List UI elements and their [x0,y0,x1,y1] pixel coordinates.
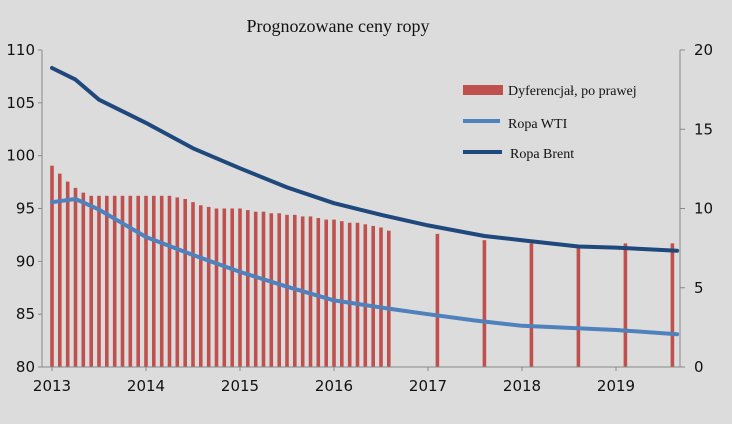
bar [214,208,219,367]
bar-series-differential [50,165,675,367]
bar [576,248,581,367]
bar [253,211,258,367]
bar [206,206,211,367]
bar [340,221,344,367]
bar [230,208,234,367]
bar [238,208,242,367]
bar [191,202,195,367]
bar [128,195,133,367]
legend-label-differential: Dyferencjał, po prawej [508,84,637,99]
line-wti [50,197,680,337]
x-tick-label: 2015 [221,377,259,395]
bar [222,208,227,367]
bar [387,230,391,367]
legend: Dyferencjał, po prawej Ropa WTI Ropa Bre… [463,84,637,162]
y-tick-label-right: 15 [694,120,713,138]
bar [355,222,360,367]
bar [159,195,164,367]
bar [50,165,54,367]
bar [120,195,125,367]
bar [167,195,172,367]
bar [136,195,140,367]
bar [347,222,352,367]
bar [183,198,187,367]
y-tick-label-right: 5 [694,279,704,297]
y-tick-label-left: 110 [6,41,35,59]
bar [144,195,148,367]
bar [435,233,440,367]
chart-title: Prognozowane ceny ropy [247,16,430,36]
bar [65,181,70,367]
bar [269,213,274,367]
bar [379,227,383,367]
y-tick-label-left: 85 [16,305,35,323]
legend-swatch-differential [463,85,503,95]
bar [97,195,101,367]
x-tick-label: 2017 [409,377,447,395]
legend-label-brent: Ropa Brent [510,147,574,162]
bar [670,243,675,367]
bar [89,195,93,367]
bar [261,211,266,367]
y-tick-label-right: 0 [694,358,704,376]
bar [246,210,250,367]
bar [324,219,328,367]
line-brent [50,66,680,253]
y-tick-label-left: 90 [16,252,35,270]
bar [81,192,86,367]
x-tick-label: 2013 [33,377,71,395]
bar [363,224,368,367]
bar [277,213,281,367]
x-tick-label: 2016 [315,377,353,395]
legend-label-wti: Ropa WTI [508,117,568,132]
bar [152,195,156,367]
bar [482,240,487,367]
y-tick-label-right: 10 [694,200,713,218]
x-tick-label: 2018 [503,377,541,395]
x-tick-label: 2019 [597,377,635,395]
bar [285,214,289,367]
bar [316,218,321,367]
bar [332,219,336,367]
y-tick-label-left: 95 [16,200,35,218]
bar [58,173,62,367]
x-tick-label: 2014 [127,377,165,395]
bar [175,197,180,367]
bar [112,195,117,367]
y-tick-label-left: 80 [16,358,35,376]
bar [105,195,109,367]
bar [371,225,375,367]
bar [623,243,628,367]
bar [529,243,534,367]
bar [199,205,203,367]
y-tick-label-left: 105 [6,94,35,112]
y-tick-label-left: 100 [6,147,35,165]
y-tick-label-right: 20 [694,41,713,59]
bar [73,187,78,367]
